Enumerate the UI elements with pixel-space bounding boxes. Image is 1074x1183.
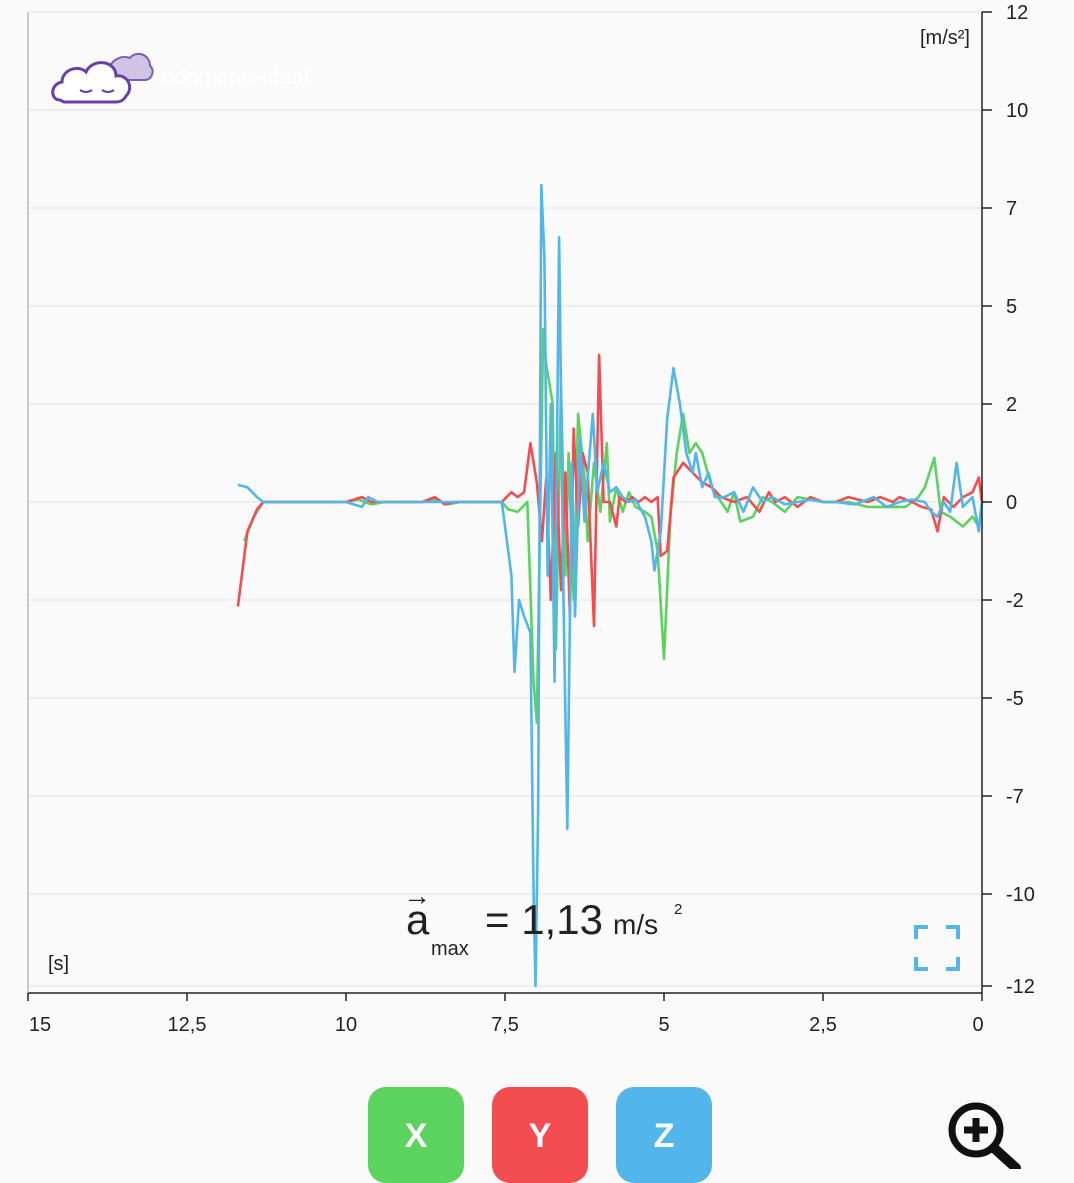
y-tick-label-3: 5 bbox=[1006, 296, 1017, 318]
x-axis-unit-label: [s] bbox=[48, 953, 69, 975]
acceleration-chart: 12 10 7 5 2 0 -2 -5 -7 -10 -12 15 12,5 10 7,5 5 2,5 0 [m… bbox=[27, 2, 1035, 1036]
amax-unit: m/s bbox=[613, 909, 658, 940]
toggle-y-button[interactable]: Y bbox=[492, 1087, 588, 1183]
amax-value: = 1,13 bbox=[485, 896, 603, 943]
x-tick-label-4: 5 bbox=[658, 1014, 669, 1036]
chart-grid bbox=[28, 11, 982, 987]
amax-subscript: max bbox=[431, 938, 469, 960]
y-tick-label-8: -7 bbox=[1006, 786, 1024, 808]
toggle-x-button[interactable]: X bbox=[368, 1087, 464, 1183]
amax-unit-exponent: 2 bbox=[674, 901, 682, 918]
series-line-z bbox=[237, 183, 984, 988]
y-tick-label-1: 10 bbox=[1006, 100, 1028, 122]
y-tick-label-2: 7 bbox=[1006, 198, 1017, 220]
amax-arrow: → bbox=[403, 880, 431, 911]
series-line-x bbox=[242, 327, 984, 724]
y-tick-label-10: -12 bbox=[1006, 976, 1035, 998]
x-tick-label-6: 0 bbox=[972, 1014, 983, 1036]
y-tick-label-5: 0 bbox=[1006, 492, 1017, 514]
zoom-in-icon[interactable] bbox=[944, 1100, 1024, 1169]
cloud-logo-icon bbox=[51, 52, 154, 104]
x-tick-label-1: 12,5 bbox=[168, 1014, 207, 1036]
fullscreen-icon[interactable] bbox=[914, 925, 960, 971]
x-tick-label-5: 2,5 bbox=[809, 1014, 837, 1036]
y-tick-label-4: 2 bbox=[1006, 394, 1017, 416]
y-tick-label-7: -5 bbox=[1006, 688, 1024, 710]
y-tick-label-9: -10 bbox=[1006, 884, 1035, 906]
y-tick-label-0: 12 bbox=[1006, 2, 1028, 24]
x-tick-label-2: 10 bbox=[335, 1014, 357, 1036]
y-axis-unit-label: [m/s²] bbox=[920, 27, 970, 49]
toggle-z-button[interactable]: Z bbox=[616, 1087, 712, 1183]
y-tick-label-6: -2 bbox=[1006, 590, 1024, 612]
chart-series-group bbox=[236, 183, 984, 988]
x-axis-ticks: 15 12,5 10 7,5 5 2,5 0 bbox=[27, 993, 984, 1036]
amax-symbol: a bbox=[406, 896, 430, 943]
app-logo: odometer-ideal bbox=[50, 44, 330, 108]
x-tick-label-0: 15 bbox=[29, 1014, 51, 1036]
amax-readout: → a max = 1,13 m/s 2 bbox=[403, 880, 682, 960]
app-logo-text: odometer-ideal bbox=[162, 64, 309, 89]
series-line-y bbox=[236, 353, 984, 628]
x-tick-label-3: 7,5 bbox=[491, 1014, 519, 1036]
y-axis-ticks: 12 10 7 5 2 0 -2 -5 -7 -10 -12 bbox=[982, 2, 1035, 998]
